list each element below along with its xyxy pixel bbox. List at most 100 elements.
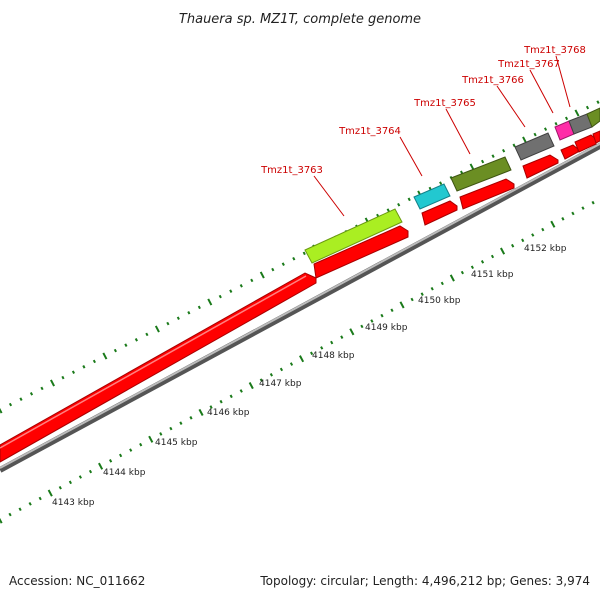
minor-tick <box>490 254 495 259</box>
minor-tick <box>239 389 243 393</box>
minor-tick <box>420 292 424 296</box>
minor-tick <box>145 332 149 337</box>
minor-tick <box>386 208 390 212</box>
gene-label[interactable]: Tmz1t_3768 <box>523 45 586 56</box>
minor-tick <box>380 313 384 318</box>
minor-tick <box>511 243 515 248</box>
minor-tick <box>38 496 42 501</box>
major-tick <box>299 355 305 363</box>
minor-tick <box>29 392 34 396</box>
cds-arrow-3764[interactable] <box>421 200 458 226</box>
ruler-label: 4144 kbp <box>103 468 146 478</box>
ruler-label: 4149 kbp <box>365 323 408 333</box>
minor-tick <box>197 305 201 310</box>
minor-tick <box>310 351 314 356</box>
minor-tick <box>250 278 254 283</box>
minor-tick <box>229 289 233 293</box>
minor-tick <box>179 421 183 425</box>
minor-tick <box>187 311 191 315</box>
ruler-label: 4145 kbp <box>155 438 198 448</box>
label-leader-3768 <box>555 55 571 108</box>
minor-tick <box>259 378 263 382</box>
minor-tick <box>18 507 22 512</box>
gene-box-3766[interactable] <box>514 132 555 161</box>
major-tick <box>148 435 154 443</box>
major-tick <box>550 220 556 228</box>
minor-tick <box>502 148 506 153</box>
minor-tick <box>564 116 569 121</box>
minor-tick <box>581 206 585 210</box>
minor-tick <box>512 143 516 148</box>
minor-tick <box>119 453 123 458</box>
minor-tick <box>340 335 344 339</box>
ruler-label: 4148 kbp <box>312 351 355 361</box>
cds-arrow-3763[interactable] <box>313 225 409 279</box>
minor-tick <box>591 200 595 205</box>
minor-tick <box>40 386 44 391</box>
minor-tick <box>61 375 65 380</box>
major-tick <box>248 382 254 390</box>
minor-tick <box>407 197 411 202</box>
major-tick <box>399 301 405 309</box>
cds-arrow-long[interactable] <box>0 272 317 463</box>
minor-tick <box>68 480 72 485</box>
minor-tick <box>109 459 113 463</box>
label-leader-3763 <box>313 175 345 217</box>
ruler-label: 4147 kbp <box>259 379 302 389</box>
genome-summary-text: Topology: circular; Length: 4,496,212 bp… <box>260 574 590 588</box>
major-tick <box>47 489 53 497</box>
minor-tick <box>521 238 525 243</box>
minor-tick <box>370 319 374 323</box>
gene-label[interactable]: Tmz1t_3765 <box>413 98 476 109</box>
genome-backbone-highlight <box>0 142 600 469</box>
gene-label[interactable]: Tmz1t_3763 <box>260 165 323 176</box>
minor-tick <box>491 154 495 158</box>
major-tick <box>0 517 3 524</box>
cds-arrow-3765[interactable] <box>459 178 515 210</box>
gene-label[interactable]: Tmz1t_3764 <box>338 126 401 137</box>
major-tick <box>207 298 213 306</box>
cds-arrow-3768-b[interactable] <box>592 130 600 144</box>
minor-tick <box>541 227 545 232</box>
minor-tick <box>533 132 537 137</box>
major-tick <box>500 247 506 255</box>
minor-tick <box>113 348 117 353</box>
major-tick <box>50 379 55 387</box>
minor-tick <box>543 127 548 131</box>
minor-tick <box>239 284 243 288</box>
minor-tick <box>397 202 401 207</box>
minor-tick <box>585 105 590 110</box>
minor-tick <box>554 121 558 126</box>
major-tick <box>102 352 108 360</box>
gene-box-3764[interactable] <box>413 183 451 210</box>
major-tick <box>98 462 104 470</box>
minor-tick <box>460 270 464 275</box>
cds-arrow-3766[interactable] <box>522 154 559 179</box>
gene-box-3763[interactable] <box>304 208 403 264</box>
minor-tick <box>292 256 296 261</box>
major-tick <box>198 408 204 416</box>
minor-tick <box>8 402 13 407</box>
upper-tick-track <box>0 100 600 414</box>
map-title: Thauera sp. MZ1T, complete genome <box>179 12 421 27</box>
major-tick <box>0 407 3 414</box>
minor-tick <box>531 233 535 237</box>
minor-tick <box>289 362 294 366</box>
minor-tick <box>129 448 133 452</box>
ruler-label: 4143 kbp <box>52 498 95 508</box>
minor-tick <box>390 308 394 313</box>
gene-label[interactable]: Tmz1t_3767 <box>497 59 560 70</box>
minor-tick <box>481 159 485 164</box>
minor-tick <box>176 316 180 320</box>
major-tick <box>449 274 455 282</box>
minor-tick <box>8 512 12 517</box>
gene-label[interactable]: Tmz1t_3766 <box>461 75 524 86</box>
minor-tick <box>480 260 485 264</box>
gene-box-next[interactable] <box>586 107 600 128</box>
minor-tick <box>71 370 75 374</box>
minor-tick <box>124 343 128 347</box>
minor-tick <box>209 405 213 409</box>
ruler-label: 4146 kbp <box>207 408 250 418</box>
gene-box-3765[interactable] <box>450 156 512 192</box>
